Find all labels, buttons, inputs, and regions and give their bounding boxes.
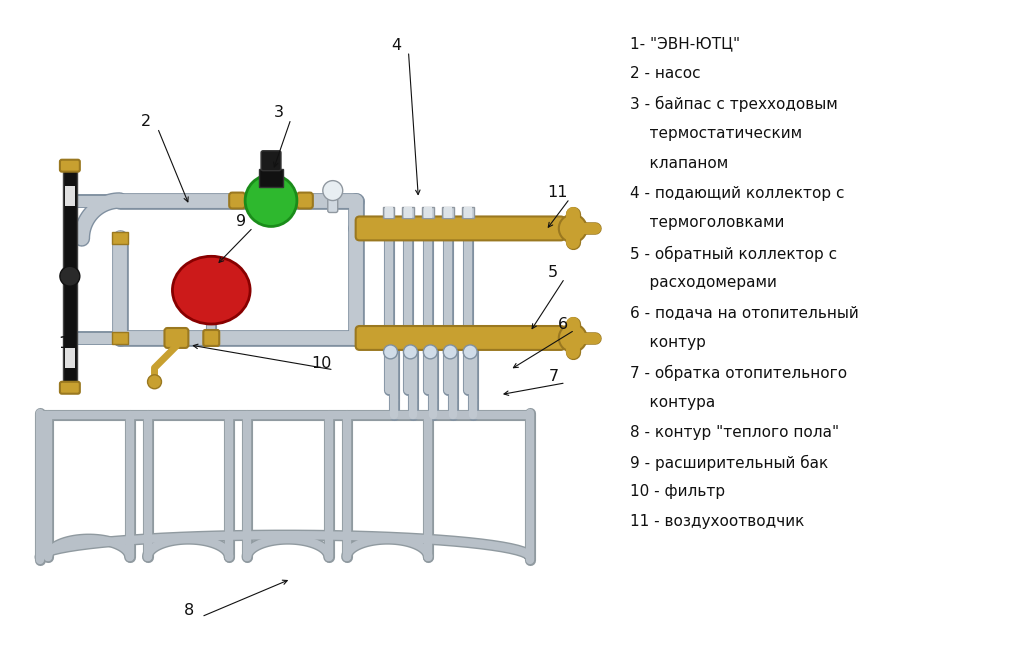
Circle shape <box>463 345 477 359</box>
Text: 3: 3 <box>274 105 284 121</box>
Bar <box>404 206 413 219</box>
Circle shape <box>403 345 418 359</box>
Text: 3 - байпас с трехходовым: 3 - байпас с трехходовым <box>630 96 838 112</box>
Text: 8 - контур "теплого пола": 8 - контур "теплого пола" <box>630 424 839 440</box>
Text: 10: 10 <box>311 357 332 372</box>
Text: 7: 7 <box>549 369 559 384</box>
FancyBboxPatch shape <box>355 326 565 350</box>
Bar <box>385 206 392 219</box>
FancyBboxPatch shape <box>165 328 188 348</box>
Bar <box>112 332 128 344</box>
Text: 2: 2 <box>140 115 151 129</box>
FancyBboxPatch shape <box>60 159 80 171</box>
Bar <box>65 348 75 368</box>
FancyBboxPatch shape <box>60 382 80 393</box>
Bar <box>464 206 472 219</box>
Bar <box>442 206 455 219</box>
Bar <box>444 206 453 219</box>
Ellipse shape <box>172 256 250 324</box>
FancyBboxPatch shape <box>204 330 219 346</box>
Bar <box>112 233 128 244</box>
Bar <box>65 186 75 206</box>
Circle shape <box>443 345 458 359</box>
Text: клапаном: клапаном <box>630 156 728 171</box>
Circle shape <box>423 345 437 359</box>
Text: расходомерами: расходомерами <box>630 275 776 290</box>
Bar <box>383 206 394 219</box>
Text: 11: 11 <box>548 185 568 200</box>
Bar <box>402 206 415 219</box>
Circle shape <box>384 345 397 359</box>
Bar <box>462 206 474 219</box>
Text: 2 - насос: 2 - насос <box>630 66 700 81</box>
Text: контур: контур <box>630 335 706 350</box>
Circle shape <box>60 266 80 286</box>
Text: 9: 9 <box>237 214 246 229</box>
Circle shape <box>147 375 162 389</box>
Circle shape <box>323 181 343 200</box>
Text: 1: 1 <box>57 337 68 351</box>
Text: 4: 4 <box>391 38 401 53</box>
Text: термостатическим: термостатическим <box>630 126 802 141</box>
Bar <box>424 206 432 219</box>
Circle shape <box>559 324 587 352</box>
Text: 7 - обратка отопительного: 7 - обратка отопительного <box>630 365 847 381</box>
Bar <box>259 169 283 186</box>
Text: 6: 6 <box>558 316 568 331</box>
Text: 6 - подача на отопительный: 6 - подача на отопительный <box>630 305 858 320</box>
Text: контура: контура <box>630 395 715 410</box>
Text: 4 - подающий коллектор с: 4 - подающий коллектор с <box>630 186 844 200</box>
Text: 10 - фильтр: 10 - фильтр <box>630 484 725 500</box>
Text: 1- "ЭВН-ЮТЦ": 1- "ЭВН-ЮТЦ" <box>630 36 739 51</box>
FancyBboxPatch shape <box>229 192 245 208</box>
Text: 11 - воздухоотводчик: 11 - воздухоотводчик <box>630 514 804 529</box>
FancyBboxPatch shape <box>297 192 313 208</box>
Text: 5: 5 <box>548 265 558 279</box>
Text: 9 - расширительный бак: 9 - расширительный бак <box>630 455 827 471</box>
Text: 5 - обратный коллектор с: 5 - обратный коллектор с <box>630 245 837 262</box>
Circle shape <box>559 214 587 243</box>
Bar <box>62 165 77 387</box>
Circle shape <box>245 175 297 227</box>
Text: 8: 8 <box>184 603 195 618</box>
FancyBboxPatch shape <box>261 151 281 171</box>
FancyBboxPatch shape <box>355 216 565 241</box>
Text: термоголовками: термоголовками <box>630 215 784 231</box>
FancyBboxPatch shape <box>328 198 338 212</box>
Bar <box>422 206 434 219</box>
